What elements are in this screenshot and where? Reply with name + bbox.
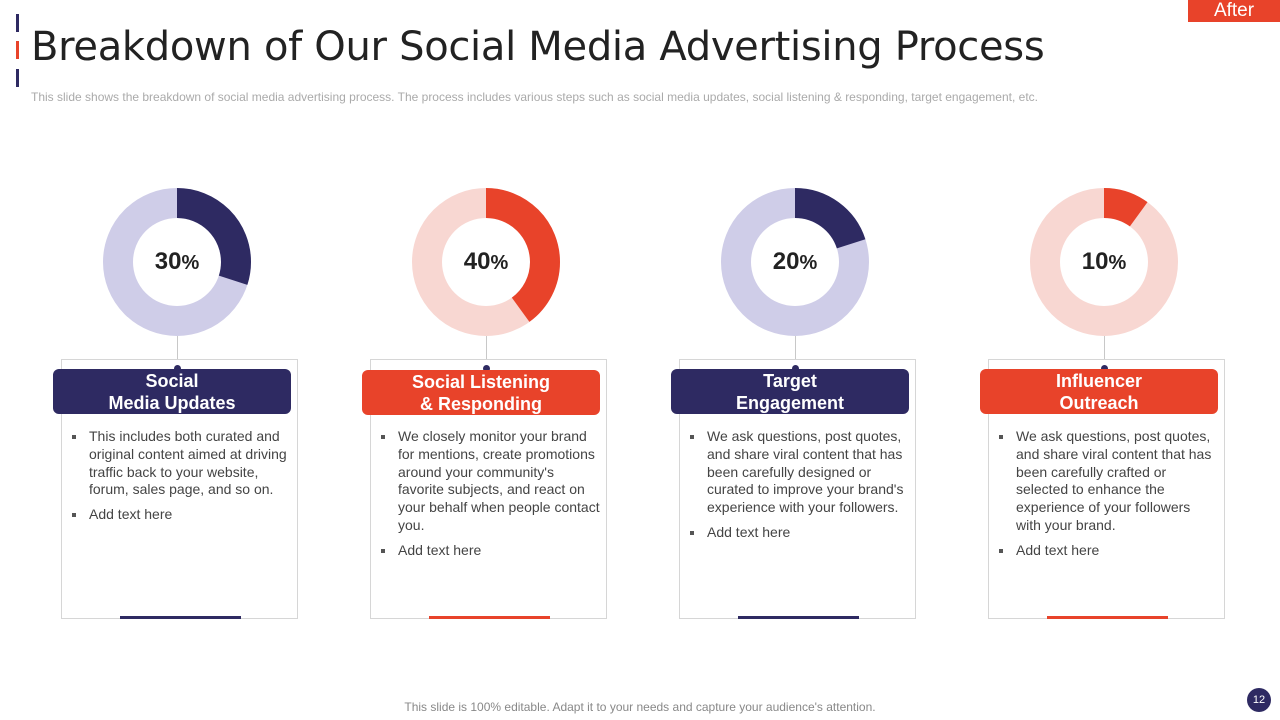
card-underline <box>429 616 550 619</box>
percent-label: 10% <box>1081 248 1127 275</box>
step-heading-target-engagement: Target Engagement <box>671 369 909 414</box>
donut-value-arc <box>103 188 251 336</box>
connector-line <box>177 336 178 366</box>
page-number-badge: 12 <box>1247 688 1271 712</box>
donut-chart-influencer-outreach: 10% <box>1030 188 1178 336</box>
bullet-item: Add text here <box>997 542 1219 560</box>
bullet-list: We closely monitor your brand for mentio… <box>379 428 601 567</box>
card-underline <box>738 616 859 619</box>
bullet-list: This includes both curated and original … <box>70 428 292 531</box>
step-heading-social-media-updates: Social Media Updates <box>53 369 291 414</box>
connector-line <box>795 336 796 366</box>
after-badge: After <box>1188 0 1280 22</box>
connector-dot <box>483 365 490 372</box>
slide-title: Breakdown of Our Social Media Advertisin… <box>31 24 1045 70</box>
connector-dot <box>792 365 799 372</box>
donut-chart-social-listening: 40% <box>412 188 560 336</box>
bullet-item: This includes both curated and original … <box>70 428 292 499</box>
donut-value-arc <box>721 188 869 336</box>
bullet-item: We ask questions, post quotes, and share… <box>997 428 1219 535</box>
card-underline <box>120 616 241 619</box>
donut-value-arc <box>412 188 560 336</box>
footer-note: This slide is 100% editable. Adapt it to… <box>404 700 876 714</box>
step-heading-influencer-outreach: Influencer Outreach <box>980 369 1218 414</box>
slide-subtitle: This slide shows the breakdown of social… <box>31 90 1038 104</box>
connector-line <box>486 336 487 366</box>
donut-chart-target-engagement: 20% <box>721 188 869 336</box>
percent-label: 40% <box>463 248 509 275</box>
donut-value-arc <box>1030 188 1178 336</box>
percent-label: 30% <box>154 248 200 275</box>
bullet-item: Add text here <box>379 542 601 560</box>
percent-label: 20% <box>772 248 818 275</box>
bullet-item: Add text here <box>688 524 910 542</box>
bullet-item: Add text here <box>70 506 292 524</box>
connector-line <box>1104 336 1105 366</box>
bullet-item: We ask questions, post quotes, and share… <box>688 428 910 517</box>
connector-dot <box>174 365 181 372</box>
bullet-list: We ask questions, post quotes, and share… <box>997 428 1219 567</box>
connector-dot <box>1101 365 1108 372</box>
step-heading-social-listening: Social Listening & Responding <box>362 370 600 415</box>
bullet-list: We ask questions, post quotes, and share… <box>688 428 910 549</box>
bullet-item: We closely monitor your brand for mentio… <box>379 428 601 535</box>
donut-chart-social-media-updates: 30% <box>103 188 251 336</box>
title-accent-bars <box>16 14 20 90</box>
card-underline <box>1047 616 1168 619</box>
